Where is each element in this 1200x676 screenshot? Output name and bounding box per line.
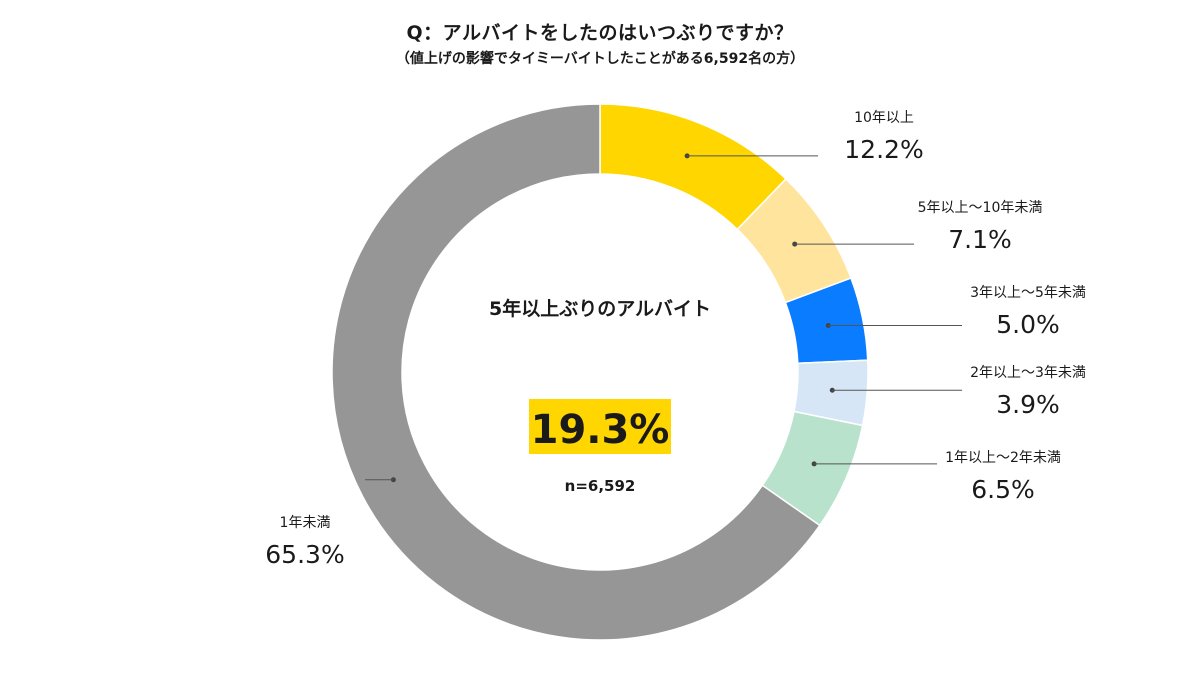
- slice-category-label: 1年未満: [280, 515, 331, 531]
- slice-value-label: 65.3%: [265, 540, 344, 569]
- slice-value-label: 5.0%: [996, 310, 1060, 339]
- slice-value-label: 3.9%: [996, 390, 1060, 419]
- chart-title: Q：アルバイトをしたのはいつぶりですか？: [406, 22, 794, 44]
- center-label: 5年以上ぶりのアルバイト: [489, 297, 711, 320]
- slice-category-label: 1年以上～2年未満: [945, 450, 1061, 466]
- slice-category-label: 2年以上～3年未満: [970, 365, 1086, 381]
- donut-slices: [331, 103, 869, 641]
- center-value: 19.3%: [531, 407, 670, 453]
- slice-category-label: 3年以上～5年未満: [970, 285, 1086, 301]
- center-value-highlight: [529, 399, 671, 454]
- center-n: n=6,592: [565, 477, 636, 495]
- slice-value-label: 6.5%: [971, 475, 1035, 504]
- chart-subtitle: （値上げの影響でタイミーバイトしたことがある6,592名の方）: [395, 51, 805, 67]
- slice-under-1y: [331, 103, 821, 641]
- slice-category-label: 5年以上～10年未満: [918, 200, 1043, 216]
- slice-labels: 10年以上 12.2% 5年以上～10年未満 7.1% 3年以上～5年未満 5.0% 2年以…: [265, 110, 1086, 569]
- leader-lines: [365, 153, 962, 483]
- slice-value-label: 7.1%: [948, 225, 1012, 254]
- slice-value-label: 12.2%: [844, 135, 923, 164]
- slice-category-label: 10年以上: [854, 110, 914, 126]
